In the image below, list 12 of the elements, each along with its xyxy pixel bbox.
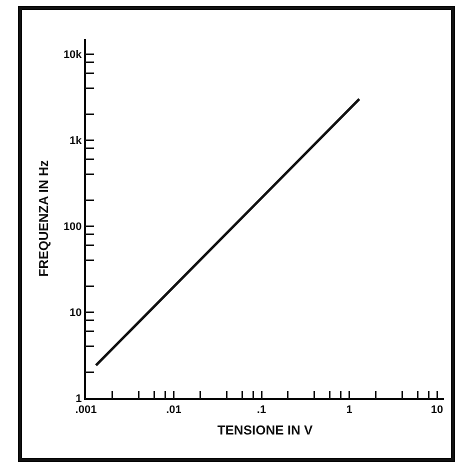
x-tick-label: 10 (430, 404, 444, 416)
y-tick-label: 1k (70, 134, 83, 147)
y-tick-label: 10k (63, 48, 83, 61)
x-tick-label: .01 (166, 404, 182, 416)
x-tick-label: .001 (75, 404, 97, 416)
y-axis-title: FREQUENZA IN Hz (36, 160, 51, 277)
y-tick-label: 10 (70, 306, 82, 319)
y-tick-label: 100 (63, 220, 82, 233)
x-axis-title: TENSIONE IN V (217, 422, 313, 438)
x-tick-label: 1 (346, 404, 352, 416)
y-tick-label: 1 (76, 392, 82, 405)
x-tick-label: .1 (256, 404, 266, 416)
